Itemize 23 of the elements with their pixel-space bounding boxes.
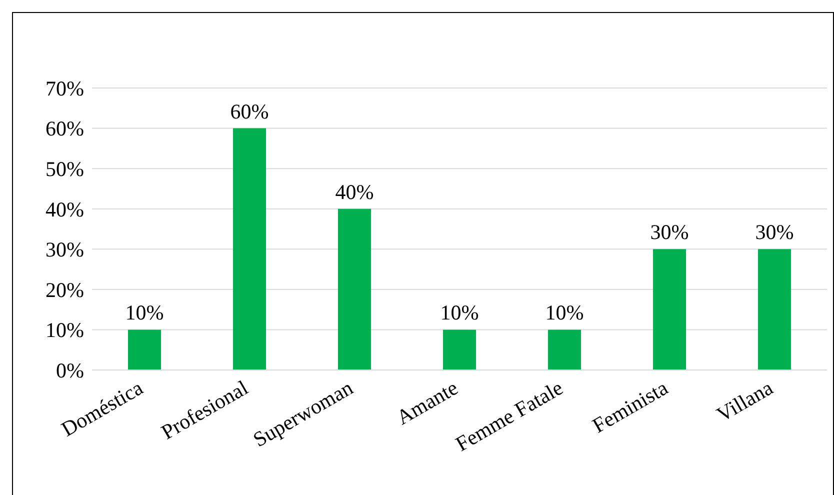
bar bbox=[128, 330, 161, 370]
x-tick-label: Villana bbox=[712, 375, 778, 427]
y-tick-label: 40% bbox=[46, 197, 84, 222]
bar bbox=[338, 208, 371, 370]
y-tick-label: 0% bbox=[56, 358, 84, 382]
data-label: 10% bbox=[125, 300, 164, 325]
bar bbox=[233, 128, 266, 370]
bar bbox=[548, 330, 581, 370]
data-label: 10% bbox=[545, 300, 584, 325]
data-label: 30% bbox=[755, 220, 794, 244]
y-tick-label: 70% bbox=[46, 76, 84, 100]
y-tick-label: 20% bbox=[46, 278, 84, 302]
data-label: 60% bbox=[230, 99, 269, 124]
data-label: 30% bbox=[650, 220, 689, 244]
y-tick-label: 50% bbox=[46, 157, 84, 182]
y-tick-label: 60% bbox=[46, 116, 84, 141]
y-tick-label: 10% bbox=[46, 318, 84, 342]
data-label: 10% bbox=[440, 300, 479, 325]
data-label: 40% bbox=[335, 180, 374, 204]
y-tick-label: 30% bbox=[46, 238, 84, 262]
bar bbox=[443, 330, 476, 370]
bar bbox=[758, 249, 791, 370]
bar bbox=[653, 249, 686, 370]
